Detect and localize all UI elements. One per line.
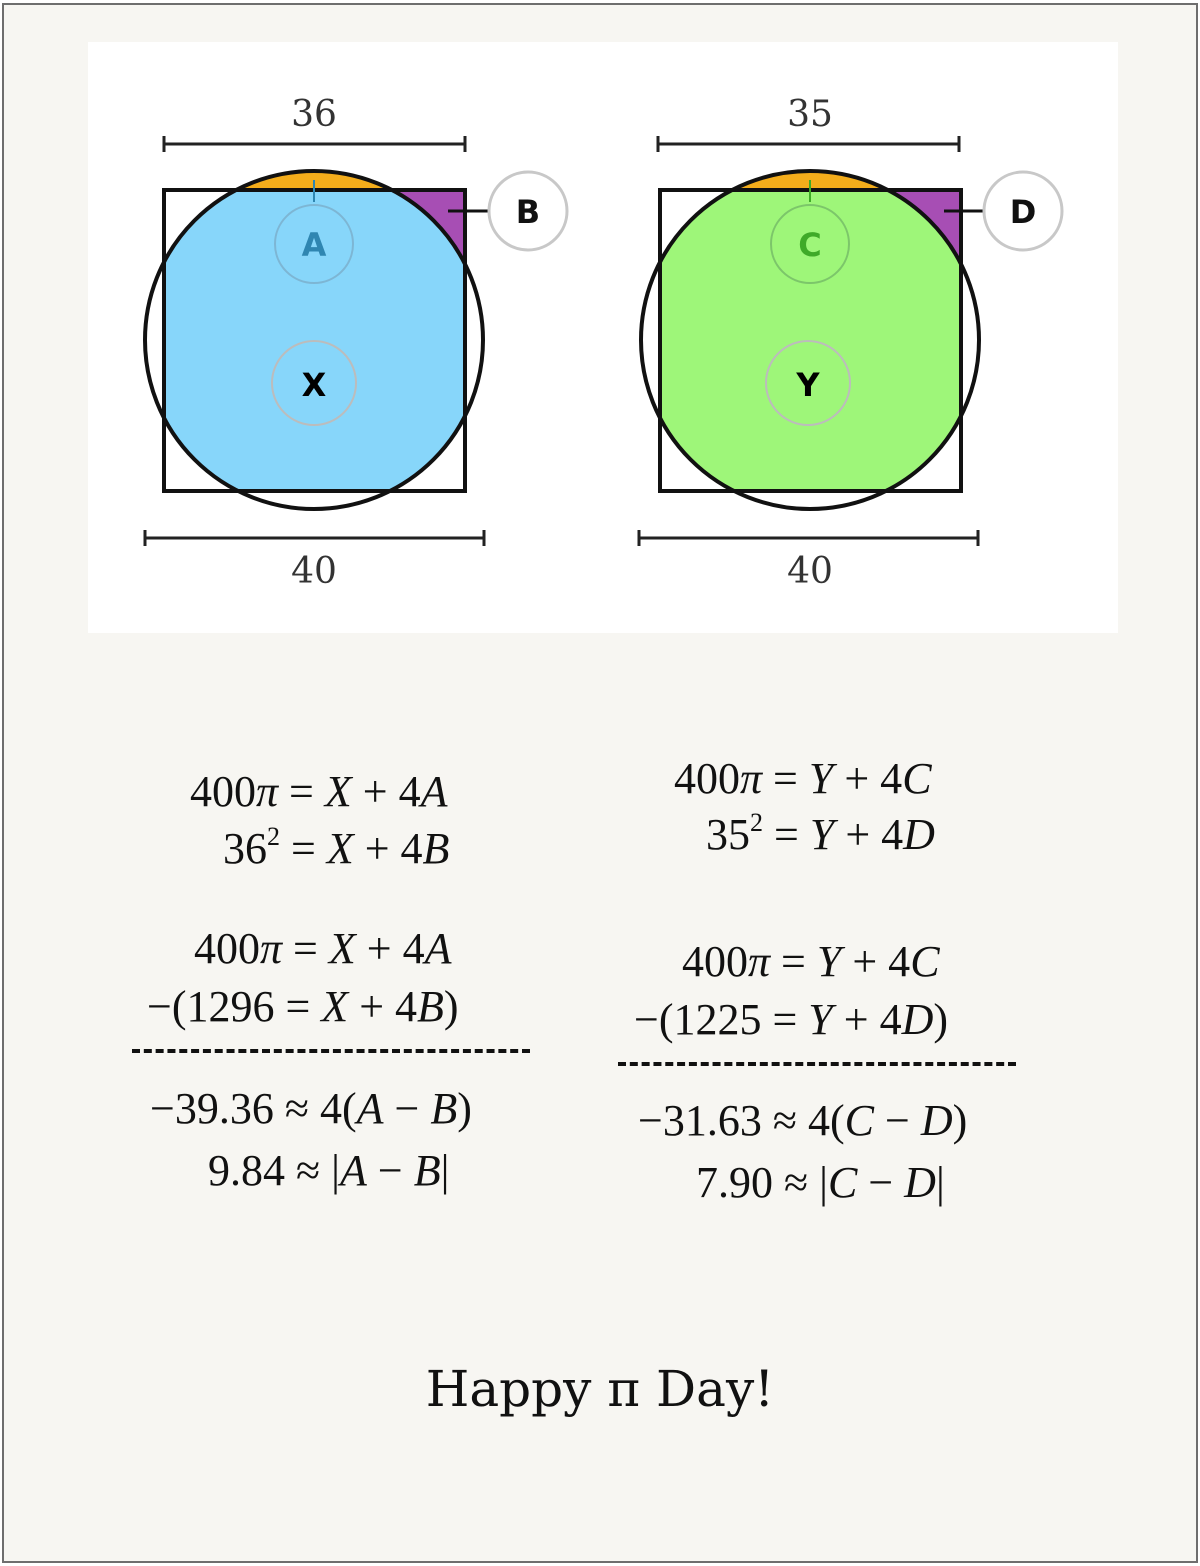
label-c: C: [798, 226, 821, 264]
label-x: X: [302, 366, 327, 404]
label-b: B: [516, 193, 540, 231]
right-circle-diameter-label: 40: [787, 551, 833, 592]
page: 36 A X: [2, 3, 1198, 1563]
label-b-ring: [487, 170, 569, 252]
left-eq-6: 9.84 ≈ |A − B|: [208, 1146, 450, 1195]
right-eq-6: 7.90 ≈ |C − D|: [696, 1158, 945, 1207]
figure-panel: 36 A X: [88, 42, 1118, 633]
left-bottom-dimension: 40: [143, 530, 486, 592]
left-eq-4: −(1296 = X + 4B): [147, 982, 459, 1031]
left-diagram: 36 A X: [143, 94, 569, 592]
label-x-ring: [271, 340, 357, 426]
right-eq-1: 400π = Y + 4C: [674, 754, 932, 803]
right-divider: [618, 1062, 1016, 1066]
left-eq-5: −39.36 ≈ 4(A − B): [150, 1084, 472, 1133]
left-eq-1: 400π = X + 4A: [190, 767, 448, 816]
label-y-ring: [765, 340, 851, 426]
label-a-ring: [274, 204, 354, 284]
label-d-ring: [982, 170, 1064, 252]
left-eq-2: 362 = X + 4B: [223, 822, 450, 873]
right-eq-2: 352 = Y + 4D: [706, 808, 935, 859]
left-top-dimension: 36: [162, 94, 467, 152]
cap-region-a: [145, 171, 483, 190]
diagram-svg: 36 A X: [143, 94, 1064, 592]
right-square-side-label: 35: [787, 94, 833, 135]
label-d: D: [1010, 193, 1037, 231]
left-circle: [143, 169, 485, 511]
right-eq-3: 400π = Y + 4C: [682, 937, 940, 986]
left-eq-3: 400π = X + 4A: [194, 924, 452, 973]
footer-greeting: Happy π Day!: [425, 1360, 775, 1418]
label-y: Y: [795, 366, 820, 404]
left-square-side-label: 36: [291, 94, 337, 135]
right-circle: [639, 169, 981, 511]
right-diagram: 35 C Y D: [637, 94, 1064, 592]
right-top-dimension: 35: [656, 94, 961, 152]
corner-region-b: [392, 190, 465, 263]
label-c-ring: [770, 204, 850, 284]
right-bottom-dimension: 40: [637, 530, 980, 592]
left-circle-diameter-label: 40: [291, 551, 337, 592]
right-eq-5: −31.63 ≈ 4(C − D): [638, 1096, 968, 1145]
cap-region-c: [641, 171, 979, 190]
label-a: A: [302, 226, 327, 264]
right-eq-4: −(1225 = Y + 4D): [634, 995, 949, 1044]
left-divider: [132, 1049, 530, 1053]
corner-region-d: [888, 190, 961, 263]
